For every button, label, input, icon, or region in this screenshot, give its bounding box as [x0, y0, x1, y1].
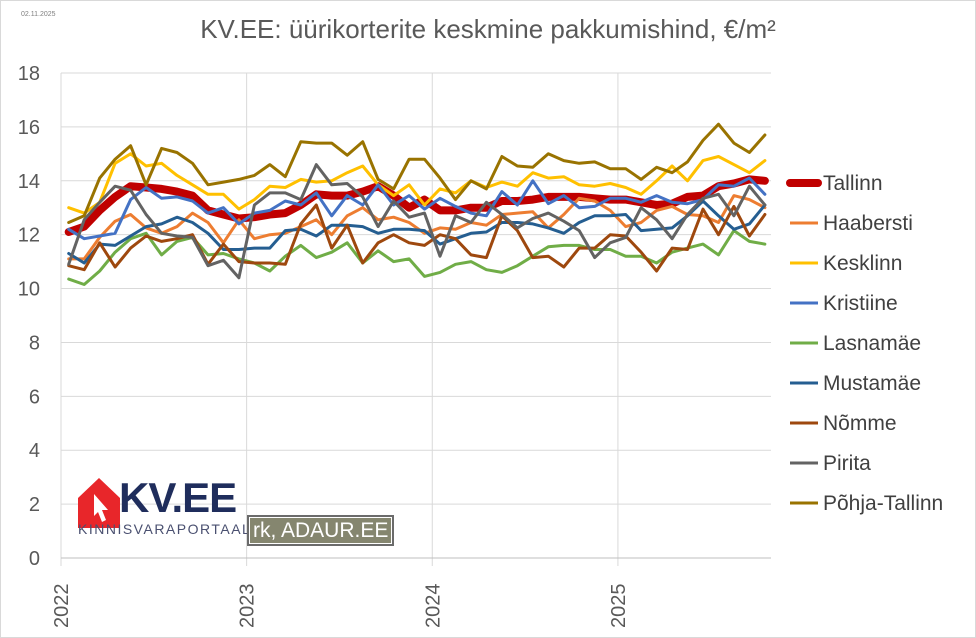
y-tick-label: 0	[29, 548, 40, 570]
legend-label: Mustamäe	[823, 372, 921, 395]
legend-label: Tallinn	[823, 172, 883, 195]
series-line-kristiine	[67, 176, 767, 241]
series-lines	[64, 122, 769, 286]
logo-brand: KV.EE	[119, 474, 237, 521]
chart-title: KV.EE: üürikorterite keskmine pakkumishi…	[200, 14, 776, 44]
y-tick-label: 8	[29, 332, 40, 354]
legend-label: Nõmme	[823, 412, 897, 435]
y-tick-label: 2	[29, 494, 40, 516]
y-axis-ticks: 0 2 4 6 8 10 12 14 16 18	[18, 63, 40, 570]
y-tick-label: 16	[18, 117, 40, 139]
gridlines	[60, 72, 771, 566]
legend-label: Kristiine	[823, 292, 898, 315]
logo-tagline: KINNISVARAPORTAAL	[78, 521, 252, 537]
series-line-põhja-tallinn	[67, 122, 767, 224]
legend-label: Haabersti	[823, 212, 913, 235]
y-tick-label: 18	[18, 63, 40, 85]
house-arrow-icon	[78, 478, 120, 528]
legend-label: Lasnamäe	[823, 332, 921, 355]
credit-label: rk, ADAUR.EE	[247, 515, 395, 546]
series-line-pirita	[67, 163, 767, 280]
series-line-mustamäe	[67, 199, 767, 265]
y-tick-label: 10	[18, 279, 40, 301]
legend-label: Põhja-Tallinn	[823, 492, 943, 515]
x-tick-label: 2025	[608, 584, 630, 629]
y-tick-label: 6	[29, 386, 40, 408]
x-tick-label: 2023	[237, 584, 259, 629]
legend: Tallinn Haabersti Kesklinn Kristiine Lasnamä…	[786, 172, 943, 515]
y-tick-label: 12	[18, 225, 40, 247]
y-tick-label: 14	[18, 171, 40, 193]
series-line-kesklinn	[67, 152, 767, 215]
y-tick-label: 4	[29, 440, 40, 462]
x-tick-label: 2022	[51, 584, 73, 629]
date-stamp: 02.11.2025	[21, 11, 56, 18]
legend-label: Kesklinn	[823, 252, 902, 275]
legend-label: Pirita	[823, 452, 871, 475]
x-axis-ticks: 2022 2023 2024 2025	[51, 584, 630, 629]
kv-ee-logo: KV.EE KINNISVARAPORTAAL	[78, 474, 252, 540]
x-tick-label: 2024	[422, 584, 444, 629]
